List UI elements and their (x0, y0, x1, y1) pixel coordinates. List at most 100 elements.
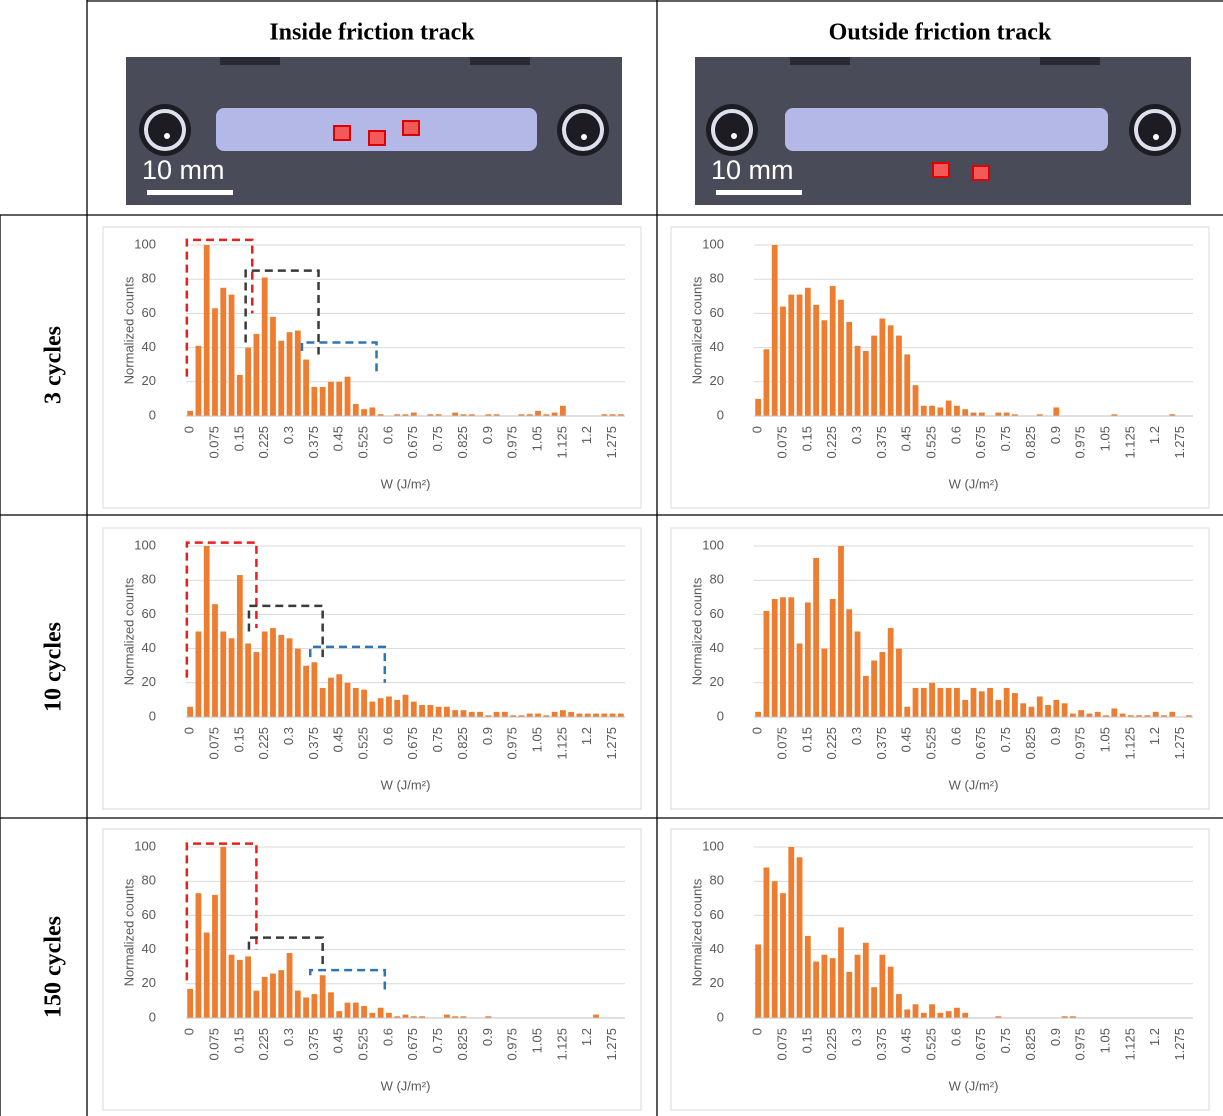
bar (1169, 711, 1176, 717)
bar (813, 961, 820, 1018)
bar (195, 893, 202, 1018)
x-tick-label: 1.2 (1147, 727, 1162, 745)
bar (236, 575, 243, 717)
y-tick-label: 100 (702, 838, 724, 853)
bar (352, 687, 359, 717)
bar (937, 1012, 944, 1018)
bar (937, 687, 944, 717)
bar (460, 1016, 467, 1018)
y-tick-label: 60 (710, 606, 724, 621)
y-tick-label: 100 (702, 537, 724, 552)
photo: 10 mm (126, 57, 622, 205)
bar (278, 634, 285, 717)
bar (444, 1014, 450, 1018)
x-tick-label: 0.45 (331, 426, 346, 451)
x-tick-label: 0.525 (924, 727, 939, 760)
bar (962, 409, 969, 416)
bar (559, 405, 566, 416)
bar (1003, 412, 1010, 416)
bar (962, 1012, 969, 1018)
bar (896, 335, 902, 416)
x-tick-label: 0.45 (331, 727, 346, 752)
bar (1069, 713, 1076, 717)
bar (402, 1014, 409, 1018)
bar (1012, 414, 1018, 416)
x-tick-label: 0.675 (405, 426, 420, 459)
bar (821, 320, 828, 416)
x-tick-label: 0.45 (899, 426, 914, 451)
bar (1045, 705, 1051, 717)
bar (879, 318, 886, 416)
x-tick-label: 0.375 (306, 1028, 321, 1061)
x-tick-label: 0.6 (380, 426, 395, 444)
bar (311, 386, 318, 416)
x-tick-label: 0.75 (998, 1028, 1013, 1053)
bar (962, 699, 969, 717)
y-tick-label: 20 (142, 674, 156, 689)
bar (361, 1006, 367, 1018)
x-tick-label: 1.275 (604, 426, 619, 459)
bar (452, 1016, 459, 1018)
bar (410, 701, 417, 717)
x-tick-label: 1.2 (579, 727, 594, 745)
bar (862, 942, 869, 1018)
bar (245, 956, 252, 1018)
x-tick-label: 0.15 (231, 1028, 246, 1053)
x-tick-label: 0.45 (899, 1028, 914, 1053)
bar (361, 409, 367, 416)
bar (328, 381, 334, 416)
y-axis-label: Normalized counts (689, 878, 704, 986)
bar (862, 351, 869, 416)
bar (1020, 703, 1027, 717)
bar (518, 715, 525, 717)
x-axis-label: W (J/m²) (949, 476, 999, 491)
bar (804, 602, 811, 717)
y-axis-label: Normalized counts (689, 577, 704, 685)
bar (838, 927, 844, 1018)
bar (402, 414, 409, 416)
row-header: 10 cycles (41, 622, 67, 712)
bar (593, 713, 599, 717)
scale-label: 10 mm (711, 155, 794, 185)
bar (788, 294, 795, 416)
bar (435, 414, 442, 416)
bar (195, 631, 202, 717)
x-tick-label: 1.05 (1097, 727, 1112, 752)
y-tick-label: 80 (142, 873, 156, 888)
bar (912, 385, 919, 416)
bar (1144, 715, 1151, 717)
annotation-box (185, 842, 258, 981)
bar (755, 711, 762, 717)
bar (912, 687, 919, 717)
bar (294, 648, 301, 717)
bar (945, 400, 952, 416)
bar (394, 1016, 401, 1018)
x-tick-label: 0.375 (306, 426, 321, 459)
x-tick-label: 0.525 (924, 1028, 939, 1061)
bar (261, 277, 268, 416)
y-tick-label: 40 (142, 640, 156, 655)
bar (187, 706, 194, 717)
x-axis-label: W (J/m²) (949, 1078, 999, 1093)
bar (838, 299, 844, 416)
bar (410, 412, 417, 416)
x-tick-label: 1.125 (1122, 1028, 1137, 1061)
x-tick-label: 0.3 (849, 727, 864, 745)
x-tick-label: 0.9 (480, 426, 495, 444)
bar (444, 706, 450, 717)
bar (236, 374, 243, 416)
y-axis-label: Normalized counts (121, 577, 136, 685)
y-tick-label: 60 (142, 305, 156, 320)
x-tick-label: 0.375 (874, 727, 889, 760)
bar (617, 414, 624, 416)
x-tick-label: 0 (182, 426, 197, 433)
annotation-box (308, 645, 387, 683)
y-tick-label: 20 (710, 975, 724, 990)
annotation-box (247, 936, 324, 967)
bar (1053, 699, 1060, 717)
bar (879, 652, 886, 717)
x-tick-label: 1.2 (1147, 426, 1162, 444)
bar (328, 677, 334, 717)
bar (821, 648, 828, 717)
